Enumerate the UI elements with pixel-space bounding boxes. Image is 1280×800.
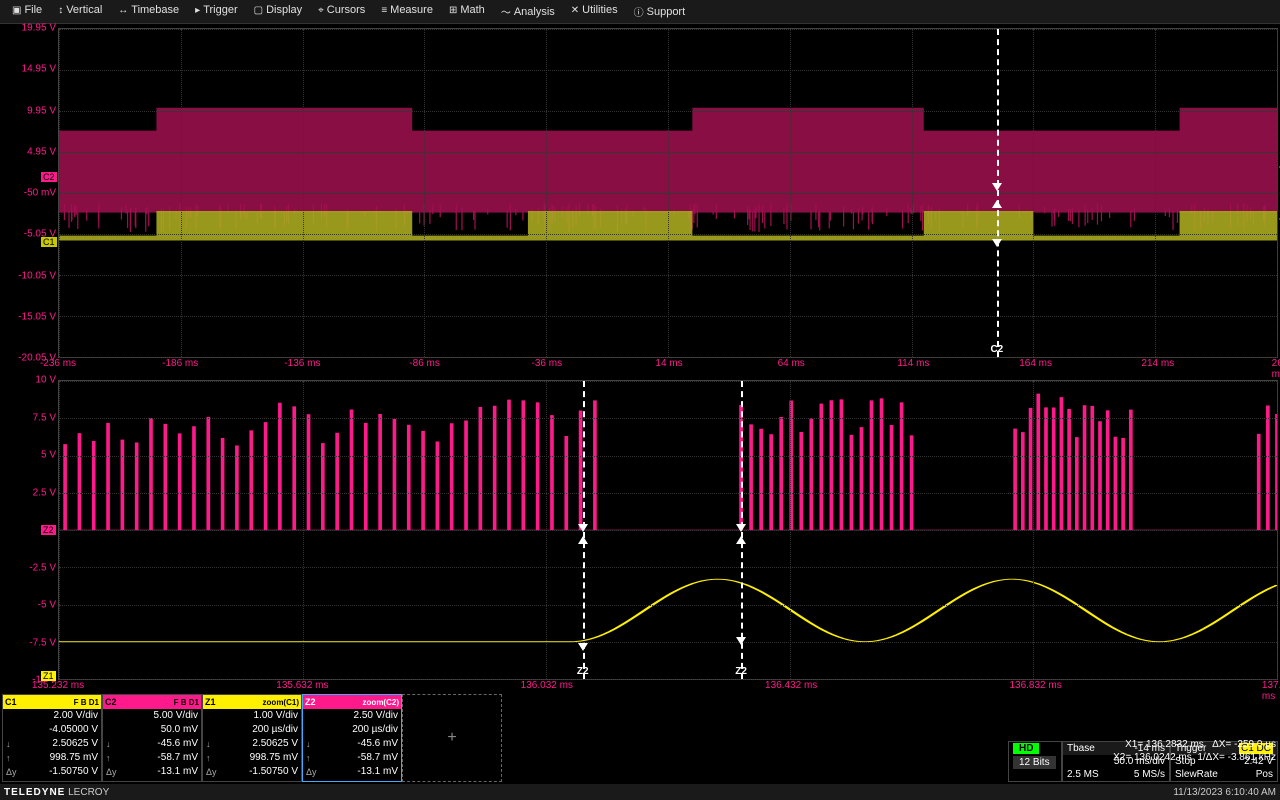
menu-analysis[interactable]: 〜Analysis — [493, 4, 563, 19]
channel-tag-c1[interactable]: C1 — [41, 237, 57, 247]
channel-tag-z2[interactable]: Z2 — [41, 525, 56, 535]
descriptor-c1[interactable]: C1F B D1 2.00 V/div -4.05000 V ↓2.50625 … — [2, 694, 102, 782]
menu-trigger[interactable]: ▸Trigger — [187, 4, 245, 16]
brand-logo: TELEDYNE LECROY — [4, 787, 109, 798]
trigger-icon: ▸ — [195, 5, 200, 16]
bits-badge: 12 Bits — [1013, 756, 1056, 769]
hd-badge: HD — [1013, 743, 1039, 754]
status-bar: TELEDYNE LECROY 11/13/2023 6:10:40 AM — [0, 784, 1280, 800]
menu-measure[interactable]: ≡Measure — [373, 4, 441, 16]
menu-support[interactable]: ⓘSupport — [626, 4, 694, 19]
descriptor-z1[interactable]: Z1zoom(C1) 1.00 V/div 200 µs/div ↓2.5062… — [202, 694, 302, 782]
measure-icon: ≡ — [381, 5, 387, 16]
menu-display[interactable]: ▢Display — [246, 4, 311, 16]
timebase-icon: ↔ — [118, 5, 128, 16]
analysis-icon: 〜 — [501, 4, 511, 19]
descriptor-c2[interactable]: C2F B D1 5.00 V/div 50.0 mV ↓-45.6 mV ↑-… — [102, 694, 202, 782]
menu-file[interactable]: ▣File — [4, 4, 50, 16]
cursor-c2[interactable] — [997, 29, 999, 357]
channel-descriptors: C1F B D1 2.00 V/div -4.05000 V ↓2.50625 … — [2, 694, 502, 782]
chart2-plot[interactable]: Z2Z1Z2Z2 — [58, 380, 1278, 680]
vertical-icon: ↕ — [58, 5, 63, 16]
zoom-chart: 10 V7.5 V5 V2.5 V0 V-2.5 V-5 V-7.5 V-10 … — [0, 380, 1280, 680]
support-icon: ⓘ — [634, 4, 644, 19]
menu-math[interactable]: ⊞Math — [441, 4, 493, 16]
descriptor-z2[interactable]: Z2zoom(C2) 2.50 V/div 200 µs/div ↓-45.6 … — [302, 694, 402, 782]
main-chart: 19.95 V14.95 V9.95 V4.95 V-50 mV-5.05 V-… — [0, 28, 1280, 358]
file-icon: ▣ — [12, 5, 21, 16]
display-icon: ▢ — [254, 5, 263, 16]
cursors-icon: ⌖ — [318, 5, 324, 16]
math-icon: ⊞ — [449, 5, 457, 16]
menu-vertical[interactable]: ↕Vertical — [50, 4, 110, 16]
menu-bar: ▣File↕Vertical↔Timebase▸Trigger▢Display⌖… — [0, 0, 1280, 24]
menu-timebase[interactable]: ↔Timebase — [110, 4, 187, 16]
channel-tag-c2[interactable]: C2 — [41, 172, 57, 182]
chart1-plot[interactable]: C2C1C2 — [58, 28, 1278, 358]
menu-cursors[interactable]: ⌖Cursors — [310, 4, 373, 16]
cursor-readout: X1= 136.2832 ms ΔX= -259.0 µs X2= 136.02… — [1113, 738, 1276, 764]
utilities-icon: ✕ — [571, 5, 579, 16]
add-descriptor[interactable]: + — [402, 694, 502, 782]
menu-utilities[interactable]: ✕Utilities — [563, 4, 626, 16]
timestamp: 11/13/2023 6:10:40 AM — [1173, 787, 1276, 798]
